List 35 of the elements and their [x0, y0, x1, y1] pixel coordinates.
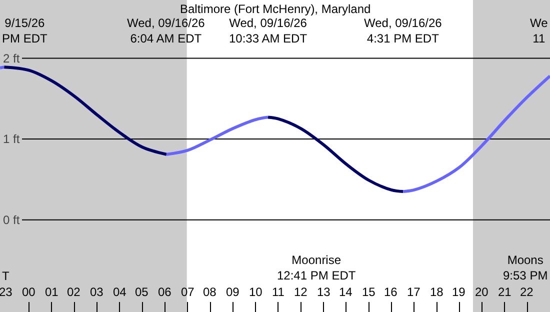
x2-tick-label: Wed, 09/16/26 4:31 PM EDT: [364, 16, 442, 46]
x-tick-label: 18: [430, 285, 444, 299]
x-tick-label: 16: [384, 285, 398, 299]
x-tick-label: 04: [113, 285, 127, 299]
y-tick-label: 2 ft: [3, 51, 20, 66]
x-tick-label: 22: [520, 285, 534, 299]
y-tick-label: 0 ft: [3, 213, 20, 228]
y-tick-label: 1 ft: [3, 132, 20, 146]
x-tick-label: 01: [45, 285, 59, 299]
annotation: Moons 9:53 PM: [503, 253, 548, 283]
annotation: We 11: [530, 16, 548, 46]
x2-tick-label: Wed, 09/16/26 10:33 AM EDT: [229, 16, 308, 46]
x-tick-label: 09: [226, 285, 240, 299]
x-tick-label: 21: [498, 285, 512, 299]
x-tick-label: 03: [90, 285, 104, 299]
x-tick-label: 00: [22, 285, 36, 299]
x-tick-label: 02: [67, 285, 81, 299]
x-tick-label: 08: [203, 285, 217, 299]
x-tick-label: 11: [272, 285, 285, 299]
x-tick-label: 07: [181, 285, 195, 299]
annotation: 9/15/26 PM EDT: [2, 16, 48, 46]
x-tick-label: 17: [407, 285, 421, 299]
x-tick-label: 05: [135, 285, 149, 299]
x-tick-label: 13: [317, 285, 331, 299]
x-tick-label: 10: [249, 285, 263, 299]
x2-tick-label: Wed, 09/16/26 6:04 AM EDT: [127, 16, 206, 46]
x-tick-label: 06: [158, 285, 172, 299]
x-tick-label: 14: [339, 285, 353, 299]
x-tick-label: 12: [294, 285, 308, 299]
x-tick-label: 15: [362, 285, 376, 299]
chart-title: Baltimore (Fort McHenry), Maryland: [180, 2, 371, 16]
annotation: Moonrise 12:41 PM EDT: [277, 253, 356, 283]
annotation: T: [2, 269, 10, 283]
x-tick-label: 20: [475, 285, 489, 299]
x-tick-label: 19: [452, 285, 466, 299]
